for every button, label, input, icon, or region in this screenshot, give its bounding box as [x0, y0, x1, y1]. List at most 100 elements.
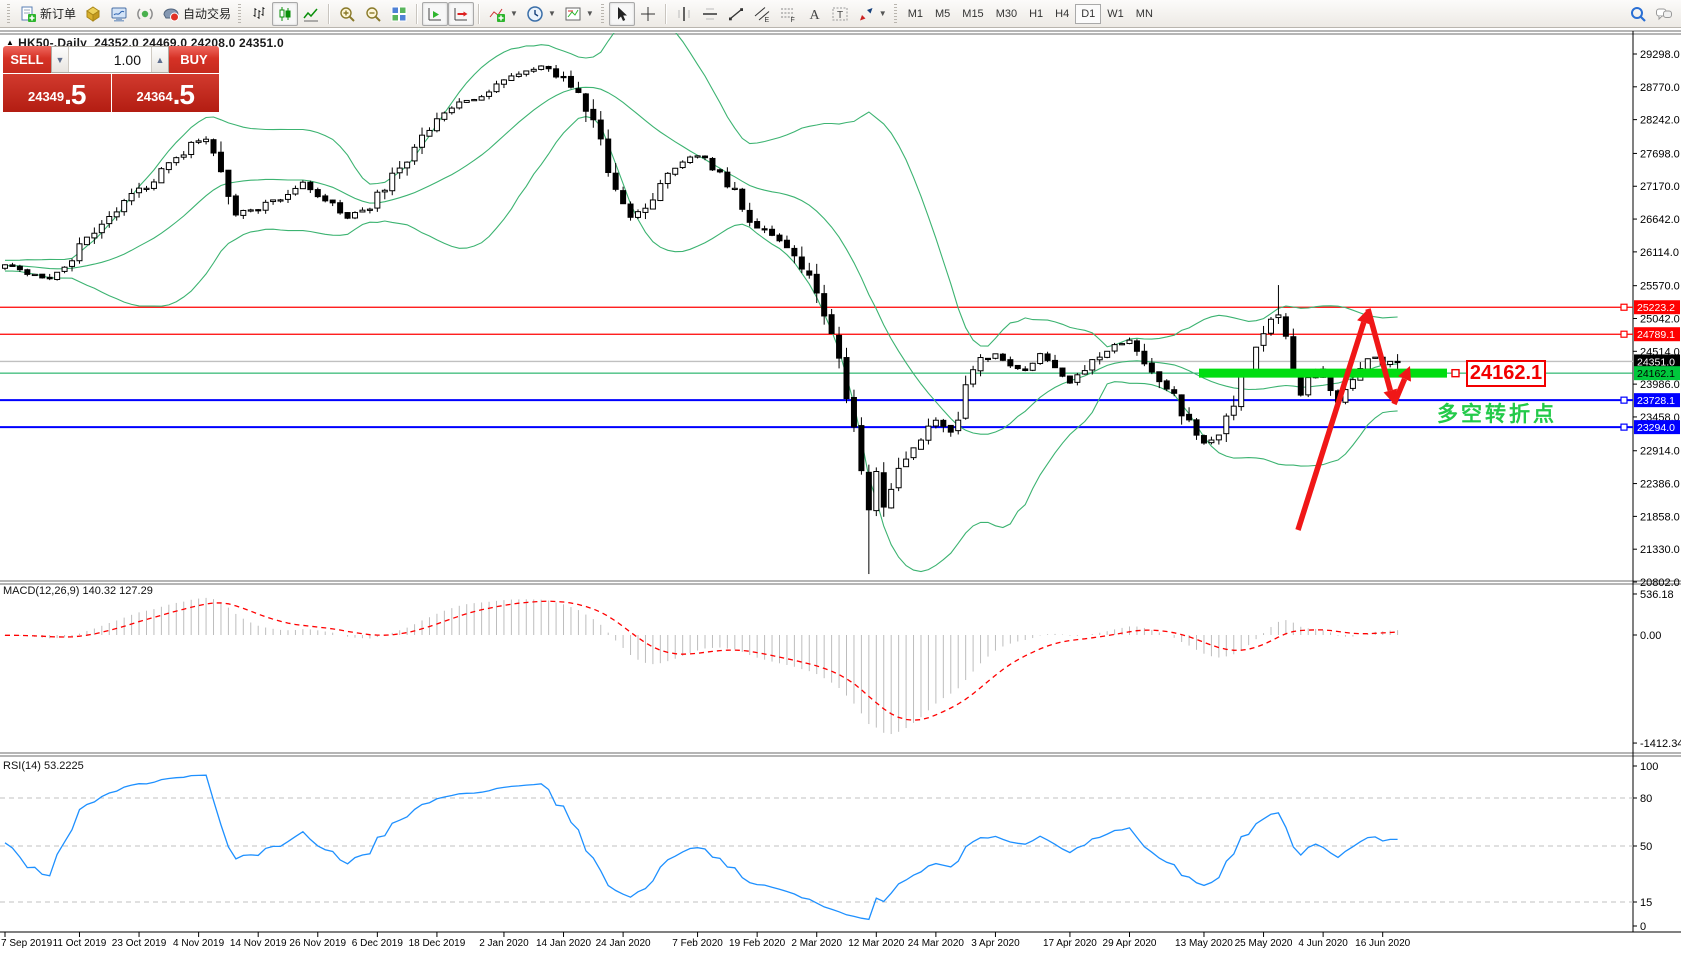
- toolbar-grip[interactable]: [600, 3, 604, 24]
- buy-price[interactable]: 24364.5: [111, 74, 219, 112]
- bar-chart-button[interactable]: [246, 2, 272, 26]
- new-order-button-label: 新订单: [40, 7, 77, 21]
- candle-body: [903, 458, 910, 468]
- chart-candles-icon: [279, 6, 291, 21]
- rsi-current-value: 53.2225: [43, 760, 84, 772]
- tile-windows-button[interactable]: [386, 2, 412, 26]
- volume-decrease-button[interactable]: ▼: [52, 47, 69, 72]
- candle-body: [270, 199, 277, 203]
- zoom-in-button[interactable]: [334, 2, 360, 26]
- sell-button[interactable]: SELL: [3, 46, 51, 73]
- search-button[interactable]: [1625, 2, 1651, 26]
- indicators-button[interactable]: ▼: [484, 2, 522, 26]
- timeframe-d1-button[interactable]: D1: [1075, 3, 1102, 24]
- chart-shift-button[interactable]: [448, 1, 475, 26]
- chevron-down-icon: ▼: [510, 9, 518, 18]
- toolbar-grip[interactable]: [7, 3, 10, 24]
- timeframe-m5-button[interactable]: M5: [929, 4, 956, 24]
- candle-body: [515, 73, 522, 77]
- candle-body: [1305, 377, 1312, 396]
- cursor-button[interactable]: [608, 1, 635, 26]
- volume-increase-button[interactable]: ▲: [151, 47, 168, 72]
- annotation-anchor-marker[interactable]: [1451, 368, 1460, 378]
- trendline-button[interactable]: [723, 2, 749, 26]
- vertical-line-button[interactable]: [671, 2, 697, 26]
- timeframe-h1-button[interactable]: H1: [1023, 4, 1049, 24]
- price-axis-tick-label: 25570.0: [1640, 281, 1680, 293]
- date-axis-label: 7 Sep 2019: [1, 938, 53, 949]
- trend-arrow-line[interactable]: [1365, 308, 1393, 392]
- zoom-out-button[interactable]: [360, 2, 386, 26]
- candle-body: [1282, 316, 1289, 337]
- price-level-badge: [1634, 366, 1680, 381]
- candle-body: [910, 447, 917, 459]
- candle-body: [761, 228, 768, 231]
- fibonacci-button[interactable]: F: [775, 2, 801, 26]
- candle-body: [456, 101, 463, 109]
- volume-field[interactable]: 1.00: [113, 51, 141, 68]
- crosshair-button[interactable]: [635, 2, 661, 26]
- price-level-badge-label: 23294.0: [1637, 422, 1675, 434]
- candle-body: [1372, 356, 1379, 359]
- periods-button[interactable]: ▼: [522, 2, 560, 26]
- new-order-button[interactable]: 新订单: [15, 2, 80, 26]
- candle-body: [478, 96, 485, 101]
- candle-body: [530, 68, 537, 72]
- toolbar-grip[interactable]: [238, 3, 242, 24]
- trend-arrowhead: [1357, 309, 1371, 325]
- candle-body: [150, 181, 157, 189]
- timeframe-m15-button[interactable]: M15: [956, 4, 989, 24]
- candle-body: [746, 209, 753, 223]
- timeframe-m1-button[interactable]: M1: [902, 4, 929, 24]
- candle-body: [1141, 350, 1148, 365]
- bull-bear-turning-point-note[interactable]: 多空转折点: [1437, 403, 1557, 426]
- buy-price-big-digits: .5: [172, 79, 195, 110]
- level-endpoint-marker[interactable]: [1620, 303, 1628, 311]
- price-level-annotation-label[interactable]: 24162.1: [1466, 360, 1546, 387]
- candle-body: [1178, 394, 1185, 417]
- line-chart-button[interactable]: [298, 2, 324, 26]
- toolbar-separator: [416, 3, 419, 24]
- market-watch-button[interactable]: [80, 2, 106, 26]
- sell-price[interactable]: 24349.5: [3, 74, 111, 112]
- text-button[interactable]: A: [801, 2, 827, 26]
- trend-arrowhead: [1383, 388, 1398, 404]
- candle-body: [143, 187, 150, 190]
- auto-scroll-button[interactable]: [422, 1, 449, 26]
- level-endpoint-marker[interactable]: [1620, 423, 1628, 431]
- timeframe-h4-button[interactable]: H4: [1049, 4, 1075, 24]
- templates-button[interactable]: ▼: [560, 2, 598, 26]
- candle-body: [1111, 344, 1118, 352]
- price-axis-tick-label: 23986.0: [1640, 379, 1680, 391]
- auto-trading-button[interactable]: 自动交易: [158, 2, 235, 26]
- data-window-button[interactable]: [106, 2, 132, 26]
- candle-body: [307, 181, 314, 191]
- candle-body: [262, 201, 269, 211]
- chat-button[interactable]: [1651, 2, 1677, 26]
- signals-button[interactable]: [132, 2, 158, 26]
- toolbar-grip[interactable]: [893, 3, 897, 24]
- chevron-down-icon: ▼: [878, 9, 887, 18]
- trend-arrow-line[interactable]: [1391, 377, 1408, 406]
- timeframe-w1-button[interactable]: W1: [1101, 4, 1130, 24]
- equidistant-channel-button[interactable]: E: [749, 2, 775, 26]
- trend-arrow-line[interactable]: [1295, 321, 1367, 531]
- timeframe-mn-button[interactable]: MN: [1130, 4, 1159, 24]
- arrows-button[interactable]: ▼: [853, 2, 891, 26]
- level-endpoint-marker[interactable]: [1620, 330, 1628, 338]
- candle-body: [1126, 339, 1133, 345]
- horizontal-line-button[interactable]: [697, 2, 723, 26]
- svg-text:A: A: [809, 8, 820, 23]
- timeframe-m30-button[interactable]: M30: [990, 4, 1023, 24]
- candle-body: [627, 203, 634, 218]
- zigzag-arrows-layer[interactable]: [1295, 308, 1412, 531]
- svg-text:F: F: [790, 17, 794, 23]
- buy-button[interactable]: BUY: [169, 46, 219, 73]
- macd-axis-label: -1412.34: [1640, 738, 1681, 750]
- text-label-button[interactable]: T: [827, 2, 853, 26]
- level-endpoint-marker[interactable]: [1620, 396, 1628, 404]
- price-axis-tick-label: 24514.0: [1640, 346, 1680, 358]
- candle-body: [31, 273, 38, 277]
- candlestick-chart-button[interactable]: [272, 1, 299, 26]
